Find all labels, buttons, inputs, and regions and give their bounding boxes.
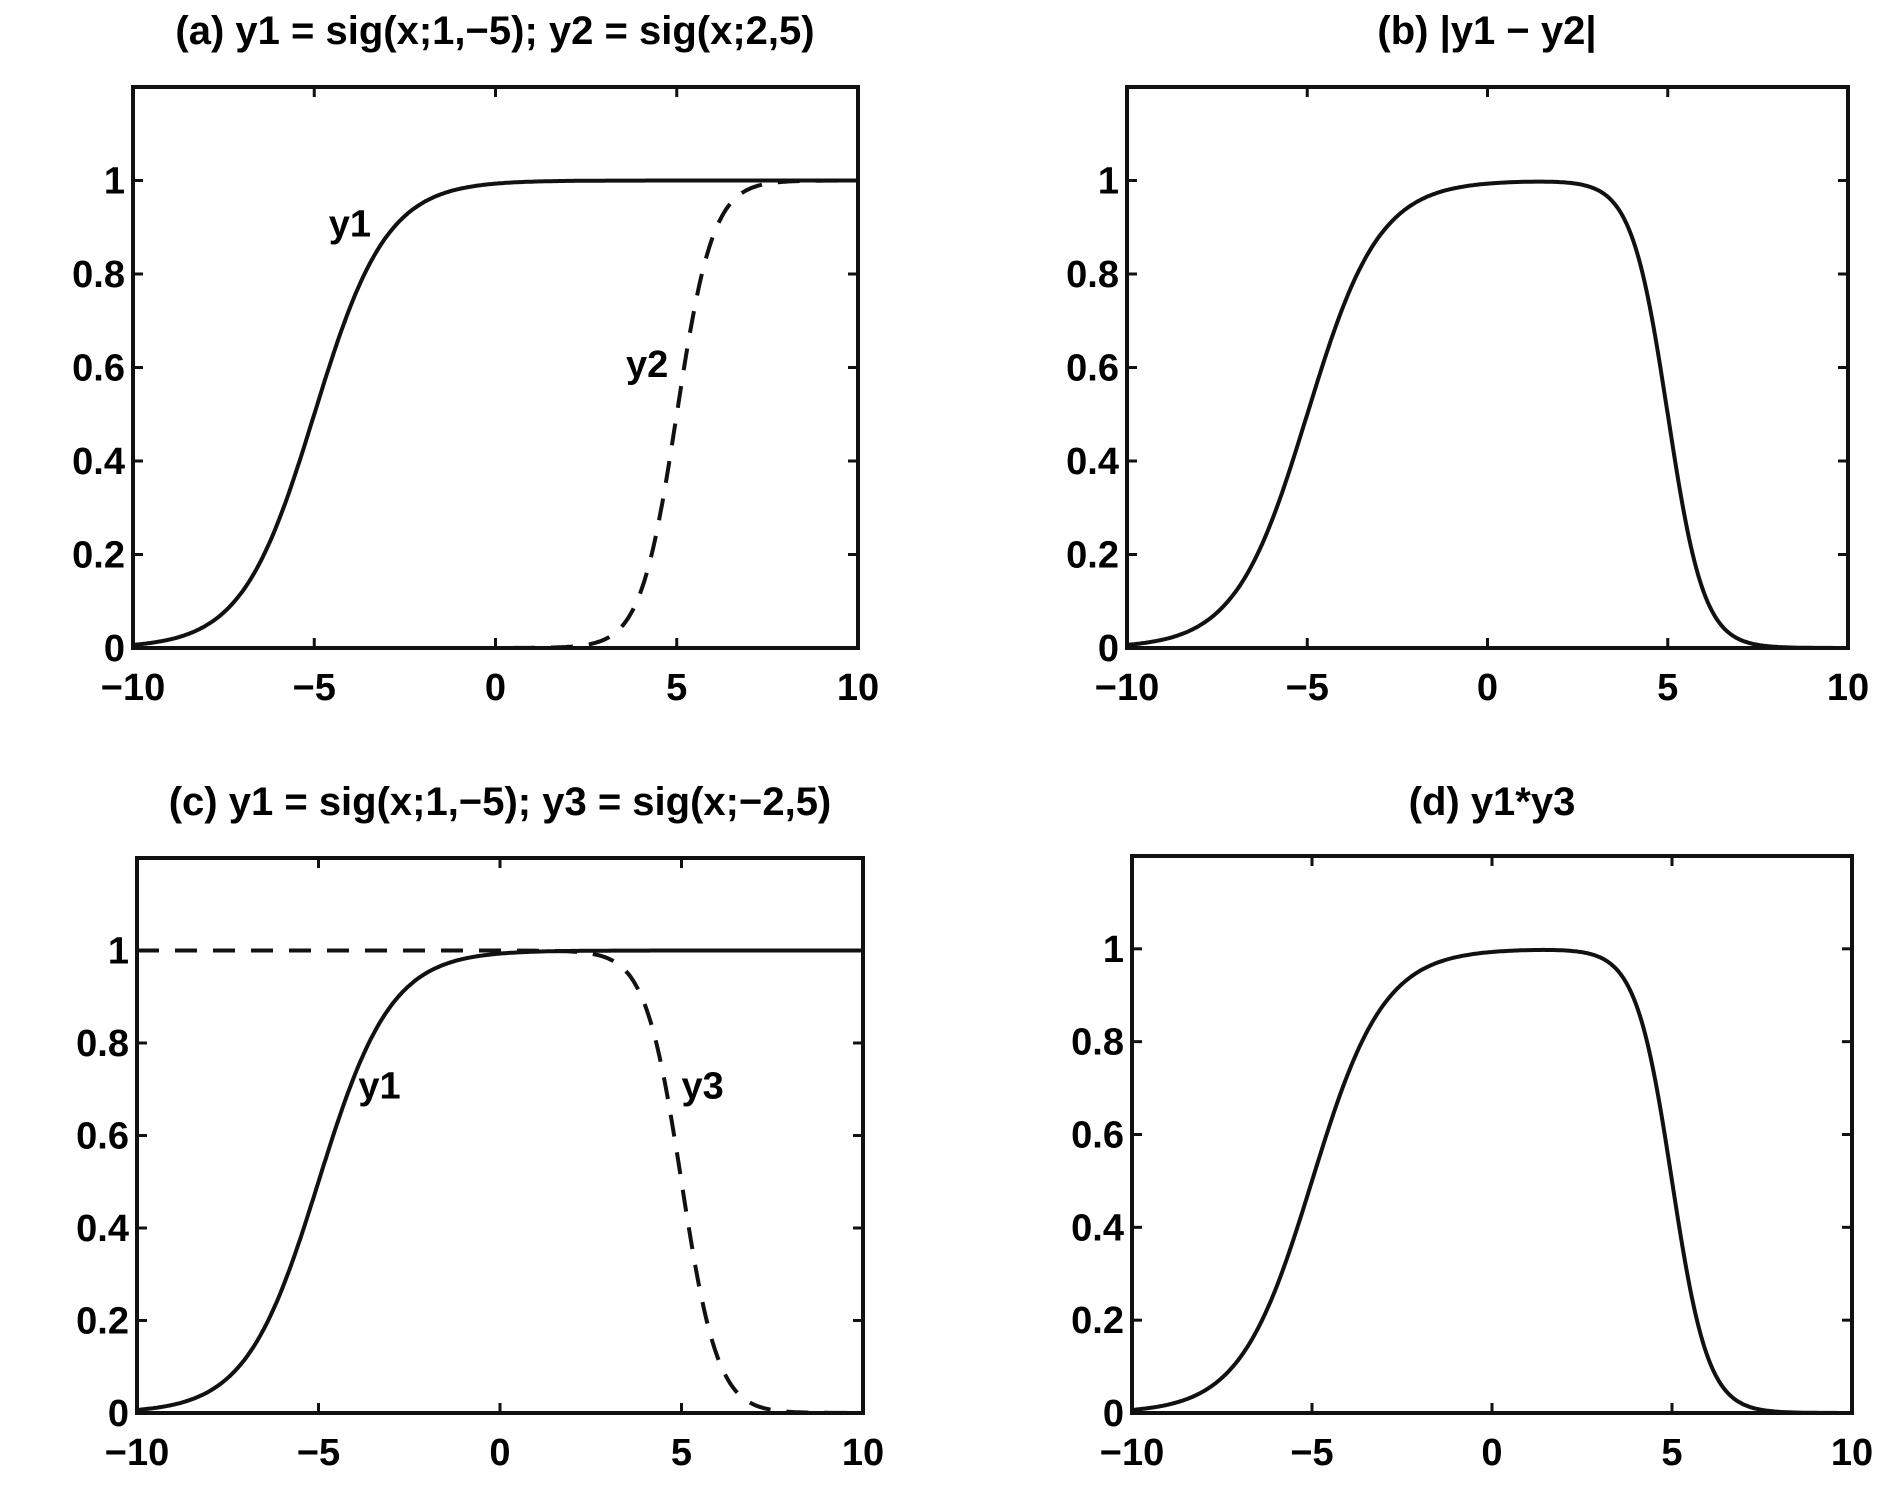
x-tick-label: −5 — [1290, 1432, 1333, 1474]
y-tick-label: 0.2 — [1071, 1300, 1124, 1342]
curve--y1-y2- — [1126, 179, 1849, 650]
y-tick-label: 0.4 — [1071, 1207, 1124, 1249]
axis-ticks: −10 −5 0 5 10 0 0.2 0.4 0.6 0.8 1 — [76, 858, 884, 1474]
x-tick-label: 5 — [671, 1432, 692, 1474]
x-tick-label: 5 — [1657, 667, 1678, 709]
panel-c: (c) y1 = sig(x;1,−5); y3 = sig(x;−2,5) −… — [76, 780, 884, 1474]
curve-y1 — [132, 178, 859, 647]
axes-frame — [1125, 85, 1850, 650]
y-tick-label: 0.8 — [76, 1023, 129, 1065]
x-tick-label: 0 — [489, 1432, 510, 1474]
x-tick-label: −10 — [1100, 1432, 1164, 1474]
y-tick-label: 0.2 — [1066, 535, 1119, 577]
x-tick-label: 0 — [485, 667, 506, 709]
x-tick-label: 0 — [1481, 1432, 1502, 1474]
y-tick-label: 1 — [1103, 929, 1124, 971]
panel-d: (d) y1*y3 −10 −5 0 5 10 0 0.2 0.4 0.6 0.8 1 — [1071, 780, 1873, 1474]
curve-label-y3: y3 — [682, 1066, 724, 1108]
y-tick-label: 0 — [1103, 1393, 1124, 1435]
y-tick-label: 0.8 — [1071, 1022, 1124, 1064]
x-tick-label: 5 — [666, 667, 687, 709]
x-tick-label: 10 — [1831, 1432, 1873, 1474]
curve-annotations: y1 y3 — [358, 1066, 723, 1108]
x-tick-label: −5 — [1286, 667, 1329, 709]
y-tick-label: 0.2 — [76, 1301, 129, 1343]
curve-y1-y3 — [1131, 947, 1853, 1415]
x-tick-label: −10 — [1095, 667, 1159, 709]
panel-a: (a) y1 = sig(x;1,−5); y2 = sig(x;2,5) −1… — [72, 9, 879, 709]
x-tick-label: 10 — [1827, 667, 1869, 709]
y-tick-label: 0.6 — [76, 1116, 129, 1158]
plot-curves — [132, 178, 859, 650]
axes-frame — [131, 85, 860, 650]
curve-annotations: y1 y2 — [329, 204, 669, 386]
curve-y3 — [136, 948, 864, 1415]
x-tick-label: −10 — [105, 1432, 169, 1474]
curve-y1 — [136, 948, 864, 1412]
x-tick-label: −5 — [293, 667, 336, 709]
axis-ticks: −10 −5 0 5 10 0 0.2 0.4 0.6 0.8 1 — [1071, 856, 1873, 1474]
axis-ticks: −10 −5 0 5 10 0 0.2 0.4 0.6 0.8 1 — [72, 87, 879, 709]
curve-label-y1: y1 — [329, 204, 371, 246]
y-tick-label: 0.8 — [1066, 254, 1119, 296]
y-tick-label: 0.4 — [76, 1208, 129, 1250]
y-tick-label: 0.6 — [1071, 1115, 1124, 1157]
y-tick-label: 1 — [108, 931, 129, 973]
curve-y2 — [132, 178, 859, 650]
x-tick-label: 10 — [842, 1432, 884, 1474]
panel-title: (b) |y1 − y2| — [1377, 9, 1596, 53]
x-tick-label: −10 — [101, 667, 165, 709]
axis-ticks: −10 −5 0 5 10 0 0.2 0.4 0.6 0.8 1 — [1066, 87, 1869, 709]
x-tick-label: 10 — [837, 667, 879, 709]
plot-curves — [1126, 179, 1849, 650]
axes-frame — [1130, 854, 1854, 1415]
panel-b: (b) |y1 − y2| −10 −5 0 5 10 0 0.2 0.4 0.6 0.8 1 — [1066, 9, 1869, 709]
x-tick-label: 5 — [1661, 1432, 1682, 1474]
x-tick-label: 0 — [1477, 667, 1498, 709]
panel-title: (d) y1*y3 — [1409, 780, 1576, 824]
y-tick-label: 0.4 — [72, 441, 125, 483]
y-tick-label: 1 — [1098, 161, 1119, 203]
y-tick-label: 0.4 — [1066, 441, 1119, 483]
panel-title: (a) y1 = sig(x;1,−5); y2 = sig(x;2,5) — [175, 9, 814, 53]
y-tick-label: 0.6 — [1066, 348, 1119, 390]
plot-curves — [136, 948, 864, 1415]
y-tick-label: 0.8 — [72, 254, 125, 296]
curve-label-y1: y1 — [358, 1066, 400, 1108]
y-tick-label: 0 — [108, 1393, 129, 1435]
y-tick-label: 0 — [1098, 628, 1119, 670]
y-tick-label: 0 — [104, 628, 125, 670]
y-tick-label: 0.6 — [72, 348, 125, 390]
y-tick-label: 0.2 — [72, 535, 125, 577]
curve-label-y2: y2 — [626, 344, 668, 386]
axes-frame — [135, 856, 865, 1415]
plot-curves — [1131, 947, 1853, 1415]
panel-title: (c) y1 = sig(x;1,−5); y3 = sig(x;−2,5) — [169, 780, 832, 824]
y-tick-label: 1 — [104, 161, 125, 203]
x-tick-label: −5 — [297, 1432, 340, 1474]
